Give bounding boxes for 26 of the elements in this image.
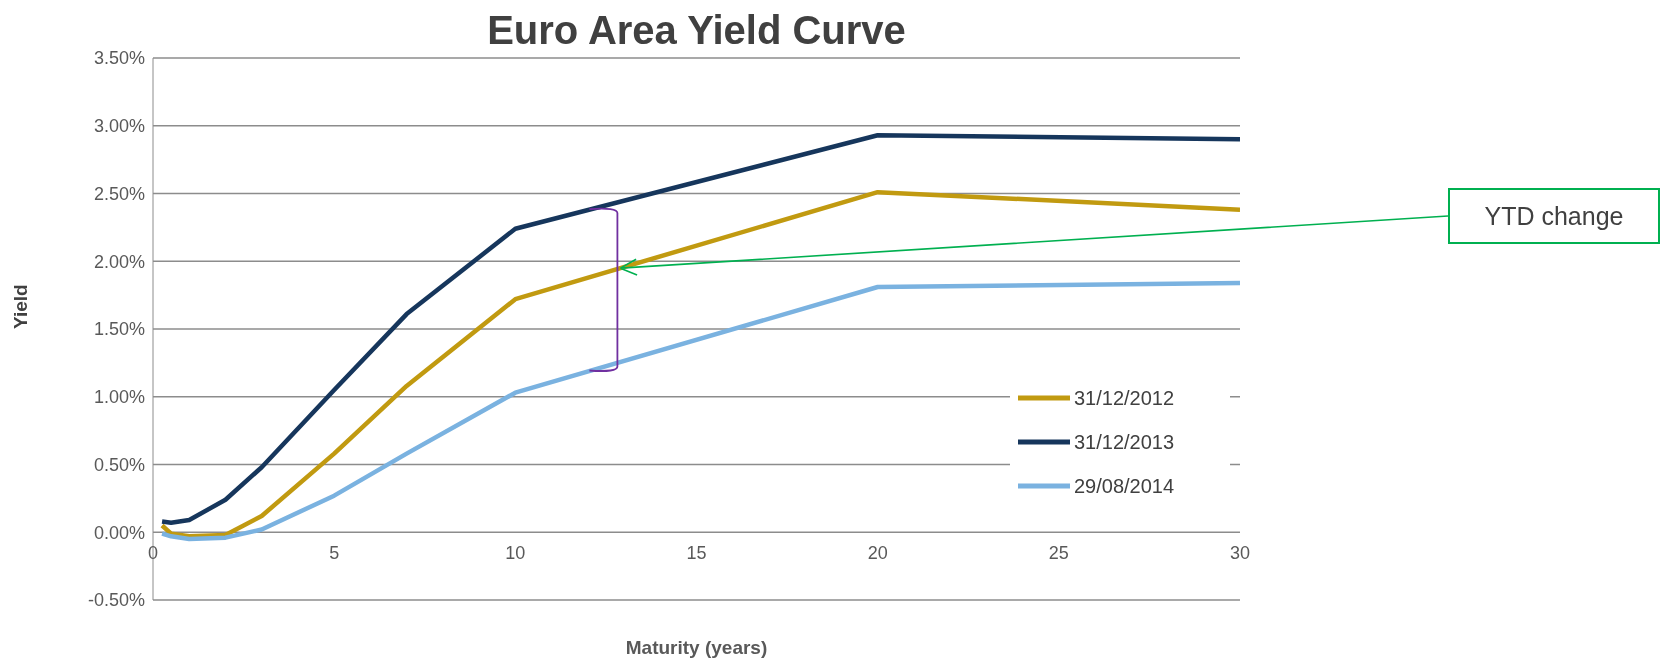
legend-label: 31/12/2013 <box>1074 430 1175 454</box>
line-series <box>159 189 1240 539</box>
x-tick-label: 20 <box>867 543 888 564</box>
y-tick-label: 2.00% <box>93 251 145 272</box>
line-series <box>159 280 1240 542</box>
x-tick-label: 15 <box>686 543 707 564</box>
x-tick-label: 30 <box>1229 543 1251 564</box>
text: YTD change <box>1448 188 1660 244</box>
y-tick-label: 1.00% <box>93 387 145 408</box>
x-tick-label: 10 <box>505 543 526 564</box>
line-series <box>159 132 1240 526</box>
y-tick-label: 0.50% <box>93 454 145 475</box>
legend-label: 31/12/2012 <box>1074 386 1175 410</box>
y-tick-label: 2.50% <box>93 183 145 204</box>
chart-title: Euro Area Yield Curve <box>486 8 907 53</box>
legend-label: 29/08/2014 <box>1074 474 1175 498</box>
x-tick-label: 5 <box>329 543 340 564</box>
x-tick-label: 0 <box>147 543 159 564</box>
y-tick-label: 1.50% <box>93 319 145 340</box>
x-axis-title: Maturity (years) <box>625 637 768 658</box>
y-tick-label: 0.00% <box>93 522 145 543</box>
y-tick-label: 3.00% <box>93 116 145 137</box>
x-tick-label: 25 <box>1048 543 1069 564</box>
y-tick-label: 3.50% <box>93 48 145 69</box>
y-axis-title: Yield <box>9 284 31 329</box>
y-tick-label: -0.50% <box>87 590 145 611</box>
